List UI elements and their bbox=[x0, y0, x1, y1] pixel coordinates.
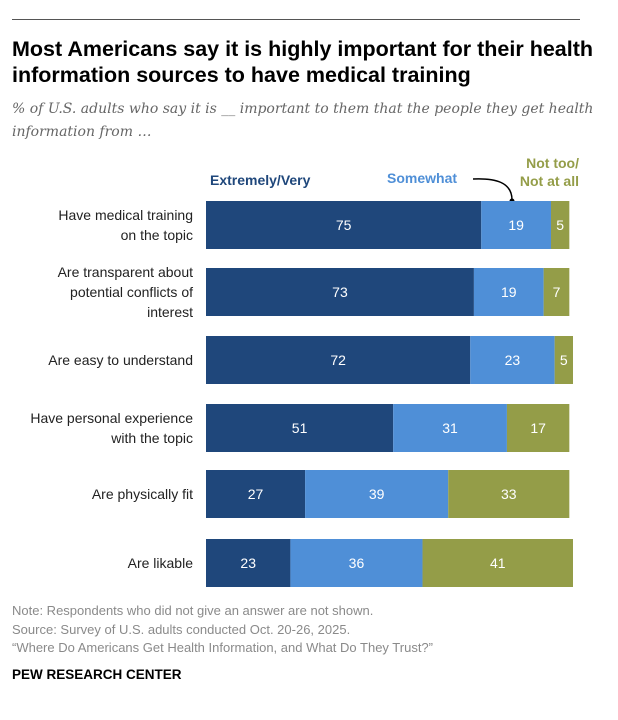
data-label: 23 bbox=[505, 352, 521, 368]
report-title: “Where Do Americans Get Health Informati… bbox=[12, 640, 433, 655]
bar-extremely-very bbox=[206, 470, 306, 518]
data-label: 19 bbox=[508, 217, 524, 233]
category-label: Have personal experience bbox=[30, 410, 193, 426]
data-label: 23 bbox=[240, 555, 256, 571]
pew-logo-text: PEW RESEARCH CENTER bbox=[12, 667, 182, 682]
data-label: 36 bbox=[349, 555, 365, 571]
bar-not-too bbox=[554, 336, 573, 384]
category-label: Are transparent about bbox=[58, 264, 194, 280]
data-label: 27 bbox=[248, 486, 264, 502]
chart-title: Most Americans say it is highly importan… bbox=[12, 37, 594, 87]
legend-not-too: Not at all bbox=[520, 173, 579, 189]
category-label: interest bbox=[147, 304, 193, 320]
bar-extremely-very bbox=[206, 539, 291, 587]
source-text: Source: Survey of U.S. adults conducted … bbox=[12, 621, 351, 637]
bar-somewhat bbox=[481, 201, 551, 249]
data-label: 17 bbox=[530, 420, 546, 436]
bar-not-too bbox=[422, 539, 573, 587]
legend-not-too: Not too/ bbox=[526, 155, 579, 171]
category-label: Are likable bbox=[128, 555, 194, 571]
bar-not-too bbox=[448, 470, 570, 518]
category-label: Are physically fit bbox=[92, 486, 193, 502]
bar-somewhat bbox=[290, 539, 423, 587]
category-label: potential conflicts of bbox=[70, 284, 193, 300]
top-rule bbox=[12, 19, 580, 20]
bar-somewhat bbox=[305, 470, 449, 518]
data-label: 19 bbox=[501, 284, 517, 300]
data-label: 5 bbox=[560, 352, 568, 368]
stacked-bar-chart: Extremely/Very Somewhat Not too/Not at all… bbox=[30, 155, 579, 587]
bar-not-too bbox=[550, 201, 570, 249]
chart-subtitle: % of U.S. adults who say it is __ import… bbox=[12, 101, 594, 140]
data-label: 33 bbox=[501, 486, 517, 502]
note-text: Note: Respondents who did not give an an… bbox=[12, 603, 374, 618]
data-label: 31 bbox=[442, 420, 458, 436]
data-label: 5 bbox=[556, 217, 564, 233]
bar-extremely-very bbox=[206, 336, 471, 384]
legend-extremely-very: Extremely/Very bbox=[210, 172, 311, 188]
data-label: 7 bbox=[553, 284, 561, 300]
category-label: Are easy to understand bbox=[48, 352, 193, 368]
bar-extremely-very bbox=[206, 404, 394, 452]
notes: Note: Respondents who did not give an an… bbox=[12, 602, 433, 658]
legend-pointer-line bbox=[472, 178, 513, 201]
bar-somewhat bbox=[473, 268, 544, 316]
data-label: 51 bbox=[292, 420, 308, 436]
bar-extremely-very bbox=[206, 268, 474, 316]
data-label: 72 bbox=[330, 352, 346, 368]
category-label: Have medical training bbox=[58, 207, 193, 223]
legend-somewhat: Somewhat bbox=[387, 170, 457, 186]
bar-extremely-very bbox=[206, 201, 482, 249]
bar-not-too bbox=[543, 268, 570, 316]
data-label: 73 bbox=[332, 284, 348, 300]
bar-somewhat bbox=[393, 404, 507, 452]
data-label: 41 bbox=[490, 555, 506, 571]
data-label: 75 bbox=[336, 217, 352, 233]
category-label: with the topic bbox=[110, 430, 193, 446]
bar-somewhat bbox=[470, 336, 555, 384]
data-label: 39 bbox=[369, 486, 385, 502]
category-label: on the topic bbox=[121, 227, 193, 243]
bar-not-too bbox=[506, 404, 570, 452]
